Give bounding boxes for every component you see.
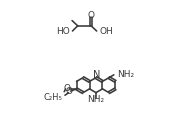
Text: C₂H₅: C₂H₅ (44, 93, 62, 102)
Text: N: N (93, 70, 100, 80)
Text: O: O (63, 84, 70, 93)
Text: NH₂: NH₂ (117, 70, 134, 79)
Text: HO: HO (56, 27, 70, 36)
Text: NH₂: NH₂ (87, 95, 105, 104)
Text: O: O (65, 87, 72, 96)
Text: O: O (88, 11, 95, 20)
Text: OH: OH (99, 27, 113, 36)
